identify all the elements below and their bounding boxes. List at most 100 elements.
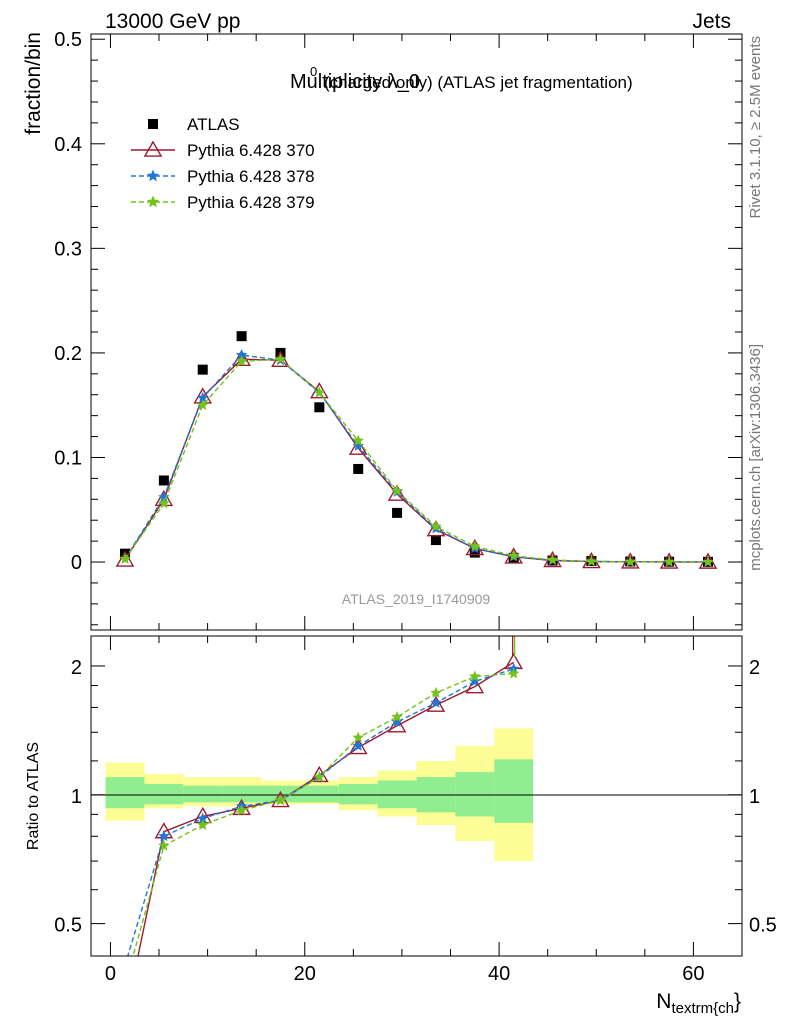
data-point xyxy=(236,331,247,342)
ratio-data-point xyxy=(274,794,287,806)
data-point xyxy=(232,349,251,366)
legend: ATLAS Pythia 6.428 370 Pythia 6.428 378 Pyt… xyxy=(131,115,315,212)
uncertainty-band-inner xyxy=(261,785,300,803)
legend-marker xyxy=(146,169,160,182)
ratio-plot-frame xyxy=(90,635,743,957)
main-y-tick-label: 0.5 xyxy=(54,29,82,51)
ratio-data-point xyxy=(158,839,170,851)
analysis-watermark: ATLAS_2019_I1740909 xyxy=(342,591,491,607)
ratio-data-point xyxy=(469,670,481,682)
data-point xyxy=(158,475,169,486)
legend-entry: ATLAS xyxy=(148,115,240,134)
x-axis-label-subscript: textrm{ch xyxy=(671,1000,734,1017)
ratio-plot-panel: 0.5 0.51 12 20 20 40 60 Ratio to ATLAS Ntextrm… xyxy=(25,635,777,1017)
legend-label: Pythia 6.428 379 xyxy=(187,193,315,212)
data-point xyxy=(391,484,403,496)
main-y-tick-label: 0 xyxy=(71,552,82,574)
data-point xyxy=(235,355,248,367)
data-point xyxy=(197,364,208,375)
data-point xyxy=(624,555,636,567)
ratio-data-point xyxy=(391,710,403,722)
ratio-data-point xyxy=(197,818,209,830)
ratio-y-tick-label-right: 0.5 xyxy=(749,915,777,937)
series-atlas xyxy=(120,331,713,567)
x-axis-label-tail: } xyxy=(734,990,741,1013)
plot-title-main: Multiplicity λ_0 xyxy=(290,71,420,93)
data-point xyxy=(158,491,170,503)
data-point xyxy=(387,484,407,501)
legend-label: Pythia 6.428 370 xyxy=(187,141,315,160)
x-tick-label: 60 xyxy=(682,963,704,985)
data-point xyxy=(119,552,131,564)
legend-marker xyxy=(143,140,163,157)
uncertainty-band-inner xyxy=(183,785,223,803)
ratio-y-tick-label: 1 xyxy=(71,786,82,808)
ratio-y-tick-label-right: 2 xyxy=(749,657,760,679)
series-line xyxy=(124,358,709,563)
legend-marker xyxy=(146,195,160,208)
ratio-data-point xyxy=(158,830,170,842)
data-point xyxy=(469,540,481,552)
ratio-data-point xyxy=(197,812,209,824)
series-line xyxy=(124,354,709,563)
main-y-tick-label: 0.2 xyxy=(54,343,82,365)
x-tick-label: 40 xyxy=(488,963,510,985)
ratio-data-point xyxy=(235,804,248,816)
data-point xyxy=(430,520,442,532)
main-y-axis-label: fraction/bin xyxy=(22,32,45,135)
uncertainty-band-inner xyxy=(377,780,417,809)
main-y-tick-label: 0.4 xyxy=(54,134,82,156)
ratio-data-point xyxy=(352,740,364,751)
plot-subtitle: (charged only) (ATLAS jet fragmentation) xyxy=(324,73,633,92)
data-point xyxy=(663,555,675,567)
uncertainty-band-inner xyxy=(338,783,378,805)
main-y-tick-label: 0.1 xyxy=(54,447,82,469)
x-tick-label: 20 xyxy=(294,963,316,985)
mcplots-label: mcplots.cern.ch [arXiv:1306.3436] xyxy=(747,344,764,571)
ratio-data-point xyxy=(232,798,251,816)
ratio-data-point xyxy=(507,667,520,679)
data-point xyxy=(469,547,480,558)
data-point xyxy=(546,553,559,565)
header-left-label: 13000 GeV pp xyxy=(105,10,240,33)
legend-marker xyxy=(148,119,158,129)
data-point xyxy=(585,555,598,567)
uncertainty-band-inner xyxy=(222,785,262,803)
uncertainty-band-inner xyxy=(455,772,495,817)
data-point xyxy=(197,391,209,403)
data-point xyxy=(353,463,364,474)
ratio-data-point xyxy=(348,737,368,755)
ratio-data-point xyxy=(426,695,446,712)
data-point xyxy=(235,349,248,360)
uncertainty-band-inner xyxy=(144,783,184,805)
data-point xyxy=(352,434,364,446)
main-plot-panel: 0 0.1 0.2 0.3 0.4 0.5 fraction/bin Multiplici… xyxy=(22,29,743,631)
legend-entry: Pythia 6.428 379 xyxy=(131,193,315,212)
series-pythia-6-428-379 xyxy=(119,353,714,567)
main-y-tick-label: 0.3 xyxy=(54,238,82,260)
ratio-data-point xyxy=(430,696,442,708)
data-point xyxy=(314,402,325,413)
ratio-y-tick-label-right: 1 xyxy=(749,786,760,808)
data-point xyxy=(507,549,520,561)
data-point xyxy=(158,497,170,509)
legend-entry: Pythia 6.428 378 xyxy=(131,167,315,186)
ratio-y-tick-label: 0.5 xyxy=(54,915,82,937)
x-axis-label: Ntextrm{ch} xyxy=(656,990,741,1017)
header-right-label: Jets xyxy=(692,10,731,33)
plot-title-superscript: 0 xyxy=(310,64,317,79)
ratio-data-point xyxy=(465,677,485,694)
ratio-y-tick-label: 2 xyxy=(71,657,82,679)
series-pythia-6-428-370 xyxy=(115,349,718,569)
data-point xyxy=(702,556,714,567)
ratio-data-point xyxy=(430,686,442,698)
legend-label: Pythia 6.428 378 xyxy=(187,167,315,186)
data-point xyxy=(310,382,329,399)
ratio-data-point xyxy=(352,731,364,743)
data-point xyxy=(197,399,209,411)
x-tick-label: 0 xyxy=(105,963,116,985)
uncertainty-band-inner xyxy=(105,777,145,809)
uncertainty-band-inner xyxy=(494,759,534,823)
data-point xyxy=(392,507,403,518)
